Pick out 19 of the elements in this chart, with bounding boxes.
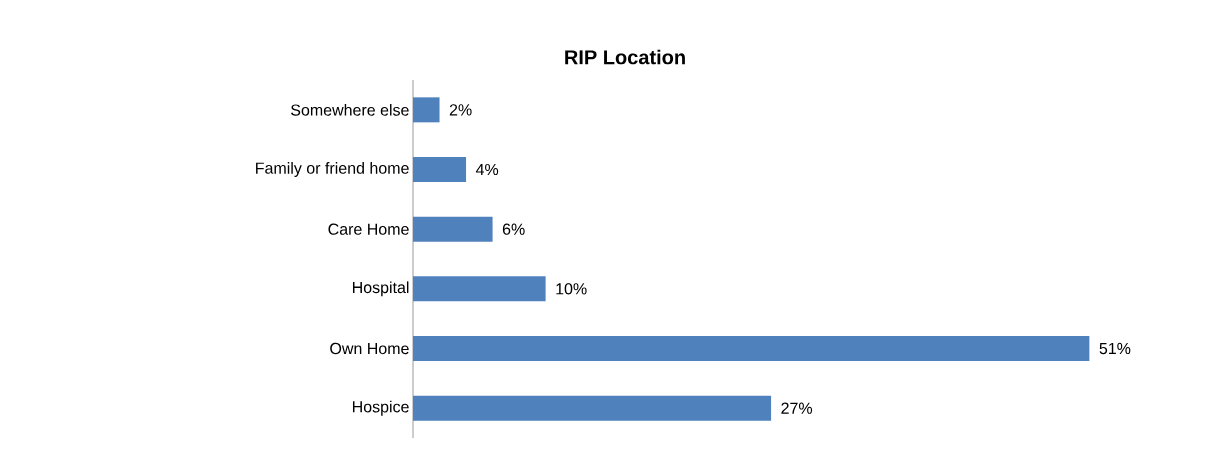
bar (413, 395, 772, 421)
y-tick-label: Somewhere else (291, 103, 409, 116)
chart-title: RIP Location (565, 49, 685, 65)
y-tick-label: Family or friend home (256, 162, 409, 177)
bar (413, 97, 440, 123)
bar (413, 157, 467, 183)
bar (413, 216, 493, 242)
y-tick-label: Hospital (352, 281, 409, 297)
data-label: 4% (475, 163, 499, 176)
data-label: 27% (781, 402, 813, 414)
bar (413, 336, 1090, 362)
y-tick-label: Care Home (328, 223, 409, 235)
y-tick-label: Own Home (330, 342, 409, 355)
data-label: 51% (1099, 342, 1131, 355)
data-label: 10% (556, 283, 587, 295)
bar (413, 276, 546, 302)
data-label: 2% (449, 104, 472, 116)
data-label: 6% (502, 223, 525, 235)
y-tick-label: Hospice (352, 400, 409, 416)
